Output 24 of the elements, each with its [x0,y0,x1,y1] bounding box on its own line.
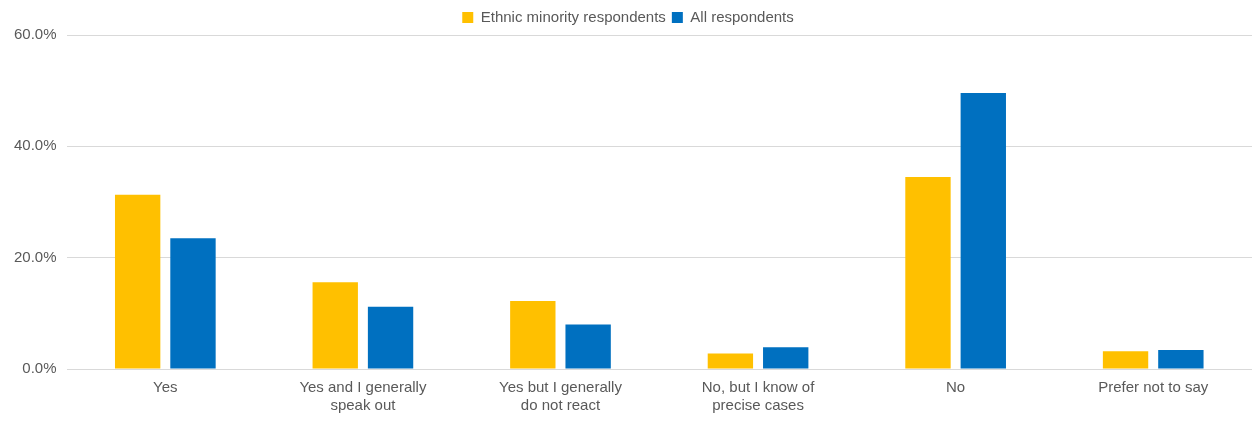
bar [707,353,754,369]
x-tick-label: Yes and I generally speak out [299,378,427,414]
bar [960,92,1006,369]
y-tick-label: 60.0% [13,25,57,43]
x-tick-label: No [946,378,966,396]
bar [114,194,161,369]
bar [170,238,216,369]
bar [1158,350,1204,369]
bar [565,324,611,369]
legend-label: All respondents [690,7,794,25]
y-tick-label: 40.0% [13,136,57,154]
x-tick-label: Yes [153,378,178,396]
y-tick-label: 20.0% [13,247,57,265]
bar [367,306,414,369]
bar [312,282,358,369]
x-tick-label: Prefer not to say [1098,378,1209,396]
bar [510,301,556,369]
bar [763,347,809,369]
x-tick-label: No, but I know of precise cases [701,378,816,414]
legend-label: Ethnic minority respondents [480,7,666,25]
bar [905,176,951,369]
y-tick-label: 0.0% [22,359,57,377]
bar [1102,351,1149,369]
x-tick-label: Yes but I generally do not react [499,378,623,414]
